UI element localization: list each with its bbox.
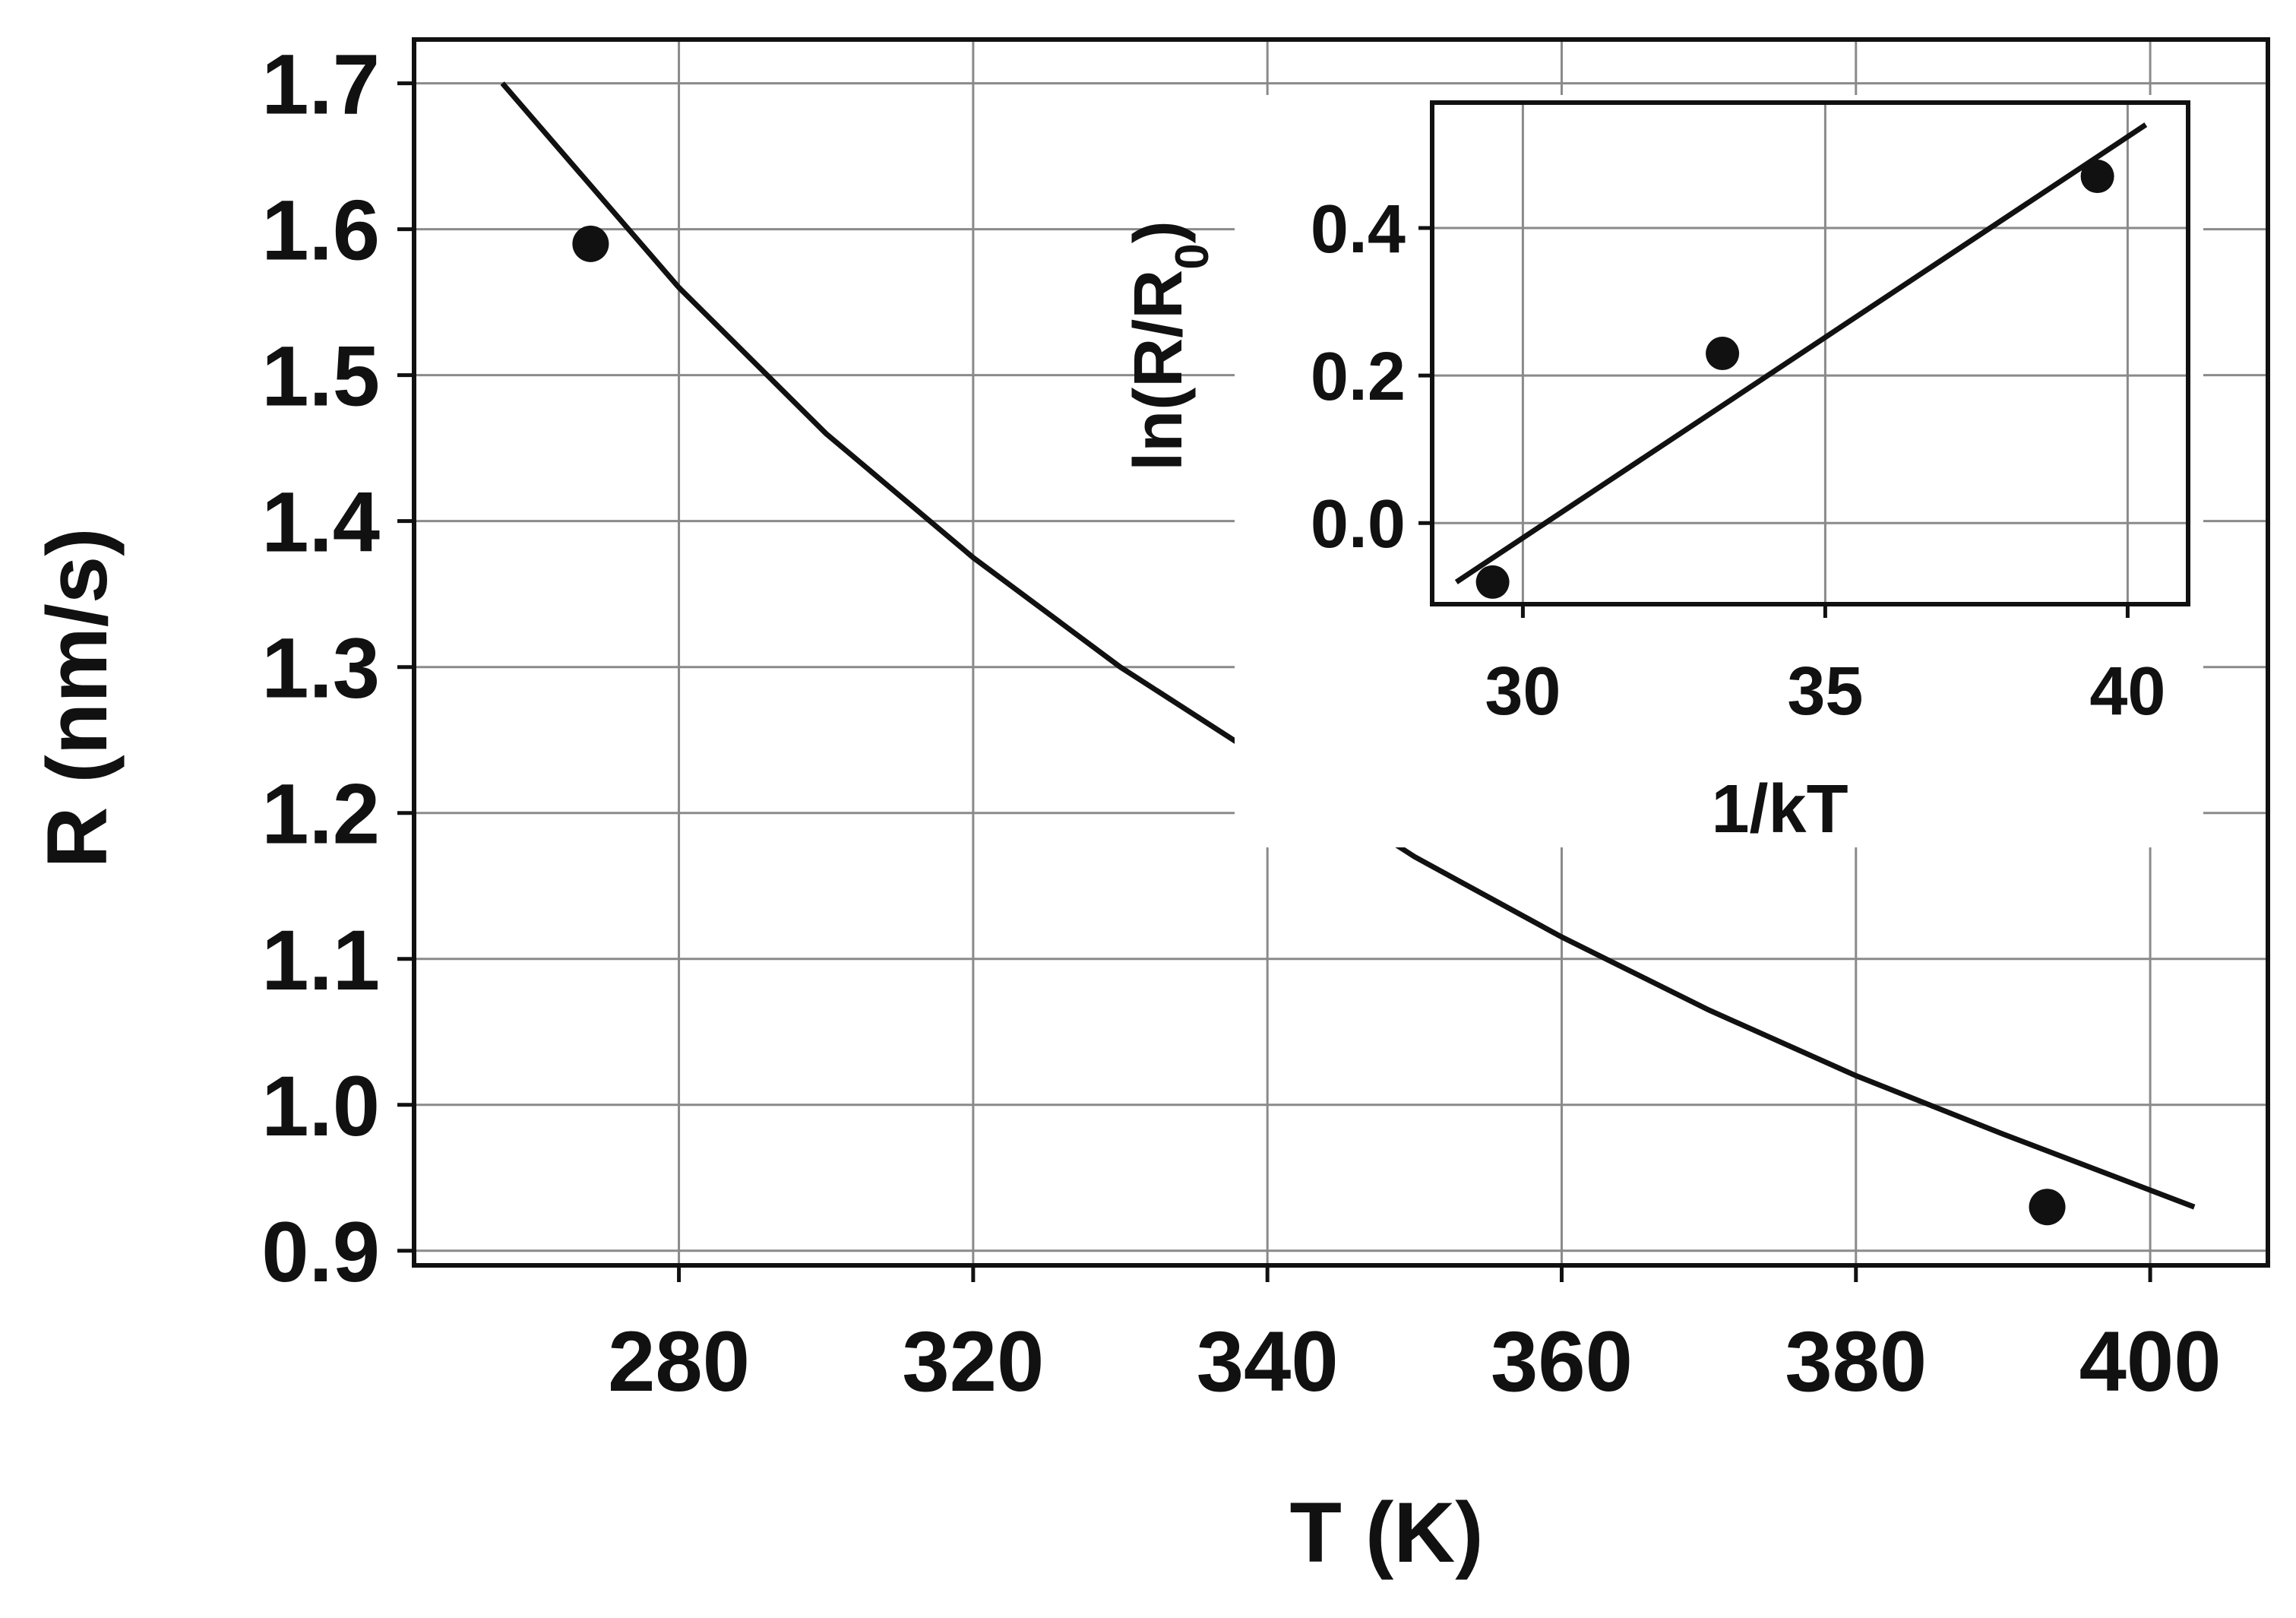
- main-y-tick-label: 1.5: [261, 329, 380, 424]
- main-x-axis-label: T (K): [1289, 1485, 1483, 1580]
- main-y-tick-label: 1.7: [261, 37, 380, 132]
- main-y-tick-label: 1.4: [261, 475, 380, 570]
- inset-y-axis-label-main: ln(R/R: [1121, 270, 1197, 471]
- inset-x-tick-label: 30: [1485, 654, 1561, 730]
- inset-data-points: [1475, 160, 2114, 599]
- inset-x-axis-label: 1/kT: [1711, 771, 1848, 847]
- main-x-tick-label: 280: [608, 1314, 750, 1409]
- inset-data-point: [2080, 160, 2114, 194]
- main-plot-frame: [412, 37, 2270, 1268]
- main-data-point: [572, 225, 609, 262]
- inset-data-point: [1706, 337, 1740, 370]
- inset-data-point: [1475, 565, 1510, 599]
- inset-y-axis-label: ln(R/R0): [1121, 220, 1219, 470]
- inset-y-tick-label: 0.0: [1311, 486, 1406, 562]
- main-y-tick-label: 1.6: [261, 183, 380, 278]
- inset-tick-marks: [1418, 226, 2130, 618]
- inset-fit-line-layer: [1454, 122, 2148, 584]
- main-x-tick-label: 360: [1491, 1314, 1633, 1409]
- main-data-point: [2029, 1189, 2066, 1226]
- inset-y-tick-label: 0.4: [1311, 192, 1406, 268]
- main-x-tick-label: 380: [1785, 1314, 1927, 1409]
- inset-y-axis-label-end: ): [1121, 220, 1197, 243]
- inset-plot-frame: [1430, 100, 2190, 606]
- main-y-tick-label: 1.2: [261, 767, 380, 862]
- inset-y-tick-label: 0.2: [1311, 339, 1406, 415]
- main-y-axis-label: R (nm/s): [30, 528, 125, 869]
- main-y-tick-label: 0.9: [261, 1205, 380, 1300]
- main-y-tick-label: 1.1: [261, 913, 380, 1008]
- main-x-tick-labels: 280 320 340 360 380 400: [608, 1314, 2221, 1409]
- inset-chart: 0.0 0.2 0.4 30 35 40 1/kT ln(R/R0): [1121, 95, 2203, 847]
- inset-x-tick-labels: 30 35 40: [1485, 654, 2165, 730]
- inset-grid: [1432, 103, 2188, 604]
- inset-background: [1235, 95, 2203, 847]
- main-y-tick-label: 1.3: [261, 621, 380, 716]
- main-y-tick-label: 1.0: [261, 1059, 380, 1154]
- main-tick-marks: [397, 81, 2152, 1282]
- main-x-tick-label: 400: [2079, 1314, 2222, 1409]
- main-x-tick-label: 340: [1197, 1314, 1339, 1409]
- inset-y-axis-label-subscript: 0: [1166, 243, 1219, 269]
- main-y-tick-labels: 0.9 1.0 1.1 1.2 1.3 1.4 1.5 1.6 1.7: [261, 37, 380, 1300]
- inset-fit-line: [1454, 122, 2148, 584]
- inset-x-tick-label: 35: [1787, 654, 1863, 730]
- inset-y-tick-labels: 0.0 0.2 0.4: [1311, 192, 1406, 562]
- inset-x-tick-label: 40: [2089, 654, 2165, 730]
- main-x-tick-label: 320: [902, 1314, 1044, 1409]
